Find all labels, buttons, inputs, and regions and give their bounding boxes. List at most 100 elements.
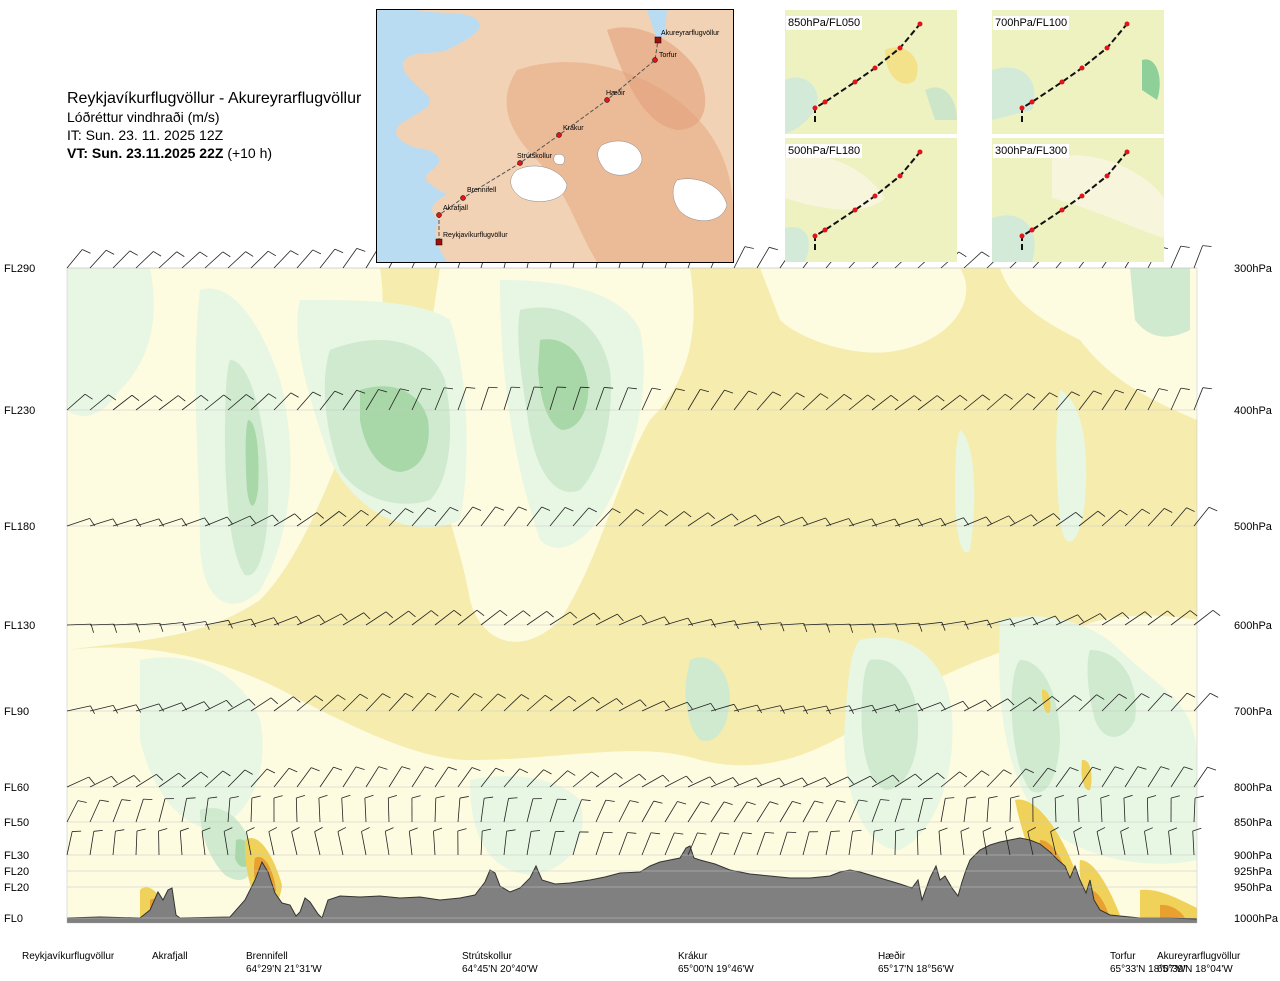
wind-barb: [318, 794, 328, 823]
wind-barb: [158, 251, 185, 269]
wind-barb: [342, 693, 369, 712]
wind-barb: [434, 506, 459, 527]
waypoint-name: Strútskollur: [462, 951, 513, 962]
wind-barb: [411, 692, 437, 712]
wind-barb: [365, 508, 392, 527]
wind-barb: [1101, 612, 1130, 626]
wind-barb: [986, 618, 1016, 627]
wind-barb: [894, 395, 922, 411]
wind-barb: [268, 827, 278, 856]
wind-barb: [1168, 827, 1178, 856]
wind-barb: [411, 610, 439, 626]
wind-barb: [227, 515, 256, 527]
wind-barb: [89, 705, 118, 714]
flight-level-label: FL30: [4, 850, 29, 862]
wind-barb: [503, 506, 527, 527]
wind-barb: [388, 610, 416, 626]
map-label-strutskollur: Strútskollur: [517, 153, 553, 160]
terrain: [67, 837, 1197, 923]
wind-barb: [917, 798, 933, 823]
wind-barb: [387, 795, 398, 823]
wind-barb: [433, 827, 443, 856]
mini-map-500[interactable]: 500hPa/FL180: [785, 138, 957, 262]
wind-barb: [963, 251, 990, 269]
wind-barb: [1101, 766, 1124, 788]
wind-barb: [204, 251, 231, 269]
wind-barb: [1124, 388, 1146, 411]
wind-barb: [480, 386, 498, 411]
wind-barb: [1055, 511, 1083, 527]
wind-barb: [641, 832, 660, 856]
wind-barb: [204, 699, 233, 712]
waypoint-name: Akrafjall: [152, 951, 188, 962]
mini-map-700[interactable]: 700hPa/FL100: [992, 10, 1164, 134]
wind-barb: [1073, 827, 1082, 856]
map-label-krakur: Krákur: [563, 125, 584, 132]
wind-barb: [227, 769, 253, 788]
wind-barb: [1101, 693, 1127, 712]
wind-barb: [457, 609, 485, 626]
wind-barb: [963, 796, 976, 823]
wind-barb: [733, 801, 756, 823]
wind-barb: [181, 251, 208, 269]
wind-barb: [940, 797, 955, 823]
wind-barb: [204, 394, 232, 411]
map-label-reykjavik: Reykjavíkurflugvöllur: [443, 232, 508, 239]
wind-barb: [273, 392, 299, 411]
wind-barb: [158, 622, 187, 632]
wind-barb: [1170, 766, 1193, 788]
route-map[interactable]: Akureyrarflugvöllur Torfur Hæðir Krákur …: [376, 9, 734, 263]
wind-barb: [361, 827, 370, 856]
wind-barb: [503, 797, 518, 823]
wind-barb: [618, 699, 647, 712]
wind-barb: [894, 798, 912, 823]
wind-barb: [319, 766, 343, 788]
wind-barb: [227, 698, 256, 712]
wind-barb: [158, 772, 186, 788]
wind-barb: [756, 832, 775, 856]
waypoint-name: Krákur: [678, 951, 708, 962]
mini-map-300[interactable]: 300hPa/FL300: [992, 138, 1164, 262]
mini-map-label: 850hPa/FL050: [786, 16, 863, 30]
wind-barb: [526, 798, 542, 823]
wind-barb: [227, 618, 257, 628]
wind-barb: [319, 248, 344, 269]
wind-barb: [940, 517, 970, 527]
wind-barb: [1170, 245, 1190, 269]
wind-barb: [66, 776, 95, 788]
waypoint-name: Akureyrarflugvöllur: [1157, 951, 1241, 962]
wind-barb: [503, 610, 531, 626]
wind-barb: [250, 250, 277, 269]
wind-barb: [112, 799, 131, 823]
wind-barb: [1124, 766, 1147, 788]
pressure-level-label: 800hPa: [1234, 782, 1273, 794]
wind-barb: [963, 770, 990, 788]
wind-barb: [319, 511, 347, 527]
wind-barb: [388, 692, 414, 712]
wind-barb: [779, 831, 797, 856]
wind-barb: [66, 830, 82, 856]
wind-barb: [986, 698, 1015, 712]
wind-barb: [1193, 245, 1212, 269]
wind-barb: [112, 829, 125, 856]
wind-barb: [89, 829, 103, 856]
wind-barb: [1009, 514, 1038, 527]
wind-barb: [549, 695, 577, 712]
wind-barb: [687, 619, 716, 628]
wind-barb: [1147, 795, 1157, 823]
flight-level-label: FL180: [4, 521, 35, 533]
wind-barb: [802, 517, 832, 527]
wind-barb: [802, 623, 831, 633]
wind-barb: [756, 246, 778, 269]
wind-barb: [503, 768, 528, 788]
wind-barb: [848, 704, 877, 714]
wind-barb: [526, 769, 552, 788]
wind-barb: [1032, 615, 1061, 626]
wind-barb: [595, 772, 623, 788]
wind-barb: [503, 829, 516, 856]
wind-barb: [296, 695, 324, 712]
mini-map-850[interactable]: 850hPa/FL050: [785, 10, 957, 134]
wind-barb: [848, 623, 877, 633]
map-label-akureyri: Akureyrarflugvöllur: [661, 30, 720, 37]
wind-barb: [526, 830, 541, 856]
